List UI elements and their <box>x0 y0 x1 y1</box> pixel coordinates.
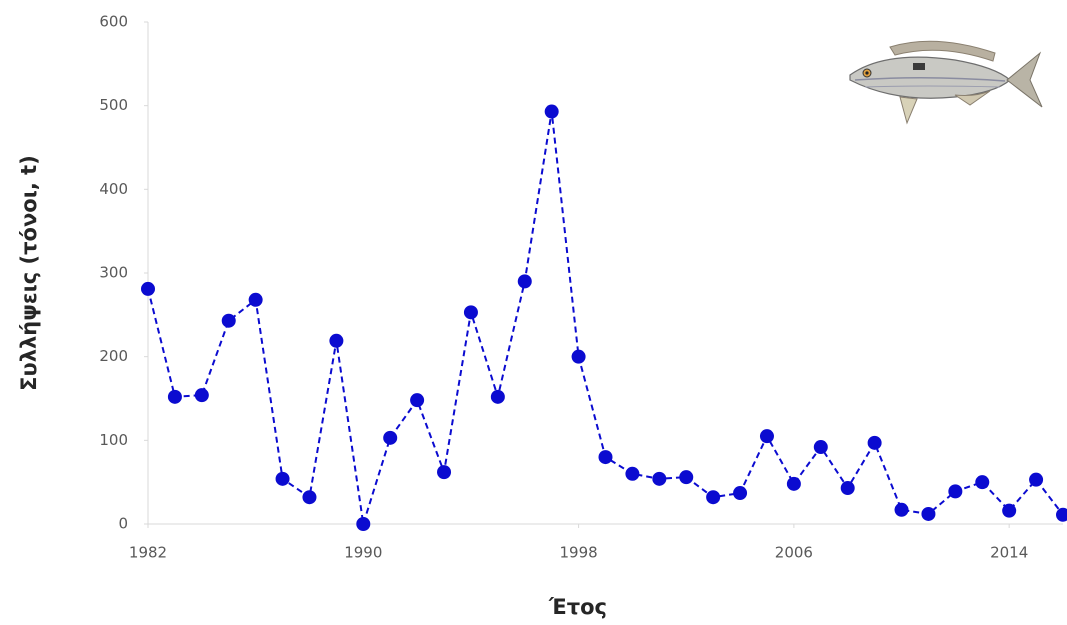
data-point <box>221 313 236 328</box>
data-point <box>275 471 290 486</box>
data-point <box>1002 503 1017 518</box>
data-point <box>383 430 398 445</box>
data-point <box>813 440 828 455</box>
data-point <box>544 104 559 119</box>
data-point <box>463 305 478 320</box>
data-point <box>194 388 209 403</box>
x-tick-label: 2006 <box>775 544 813 562</box>
data-point <box>733 486 748 501</box>
x-tick-label: 1990 <box>344 544 382 562</box>
y-tick-label: 0 <box>118 515 128 533</box>
x-tick-label: 1982 <box>129 544 167 562</box>
x-tick-label: 1998 <box>559 544 597 562</box>
data-point <box>840 481 855 496</box>
data-point <box>759 429 774 444</box>
data-point <box>410 393 425 408</box>
y-tick-label: 500 <box>99 96 128 114</box>
data-point <box>921 506 936 521</box>
data-point <box>141 281 155 296</box>
data-point <box>867 435 882 450</box>
y-tick-label: 100 <box>99 431 128 449</box>
data-point <box>437 465 452 480</box>
x-tick-label: 2014 <box>990 544 1028 562</box>
data-point <box>598 450 613 465</box>
data-point <box>490 389 505 404</box>
x-axis-title: Έτος <box>548 595 607 619</box>
data-point <box>948 484 963 499</box>
data-point <box>975 475 990 490</box>
y-tick-label: 200 <box>99 347 128 365</box>
y-tick-label: 400 <box>99 180 128 198</box>
data-point <box>517 274 532 289</box>
y-tick-label: 600 <box>99 13 128 31</box>
data-point <box>167 389 182 404</box>
data-point <box>706 490 721 505</box>
data-point <box>625 466 640 481</box>
data-point <box>302 490 317 505</box>
y-axis-title: Συλλήψεις (τόνοι, t) <box>17 155 41 391</box>
data-point <box>1029 472 1044 487</box>
data-point <box>786 476 801 491</box>
data-point <box>652 471 667 486</box>
y-tick-label: 300 <box>99 264 128 282</box>
data-point <box>679 470 694 485</box>
data-point <box>894 502 909 517</box>
data-point <box>571 349 586 364</box>
data-point <box>248 292 263 307</box>
data-point <box>329 333 344 348</box>
data-point <box>1056 507 1067 522</box>
data-point <box>356 517 371 531</box>
fish-illustration <box>849 40 1043 125</box>
